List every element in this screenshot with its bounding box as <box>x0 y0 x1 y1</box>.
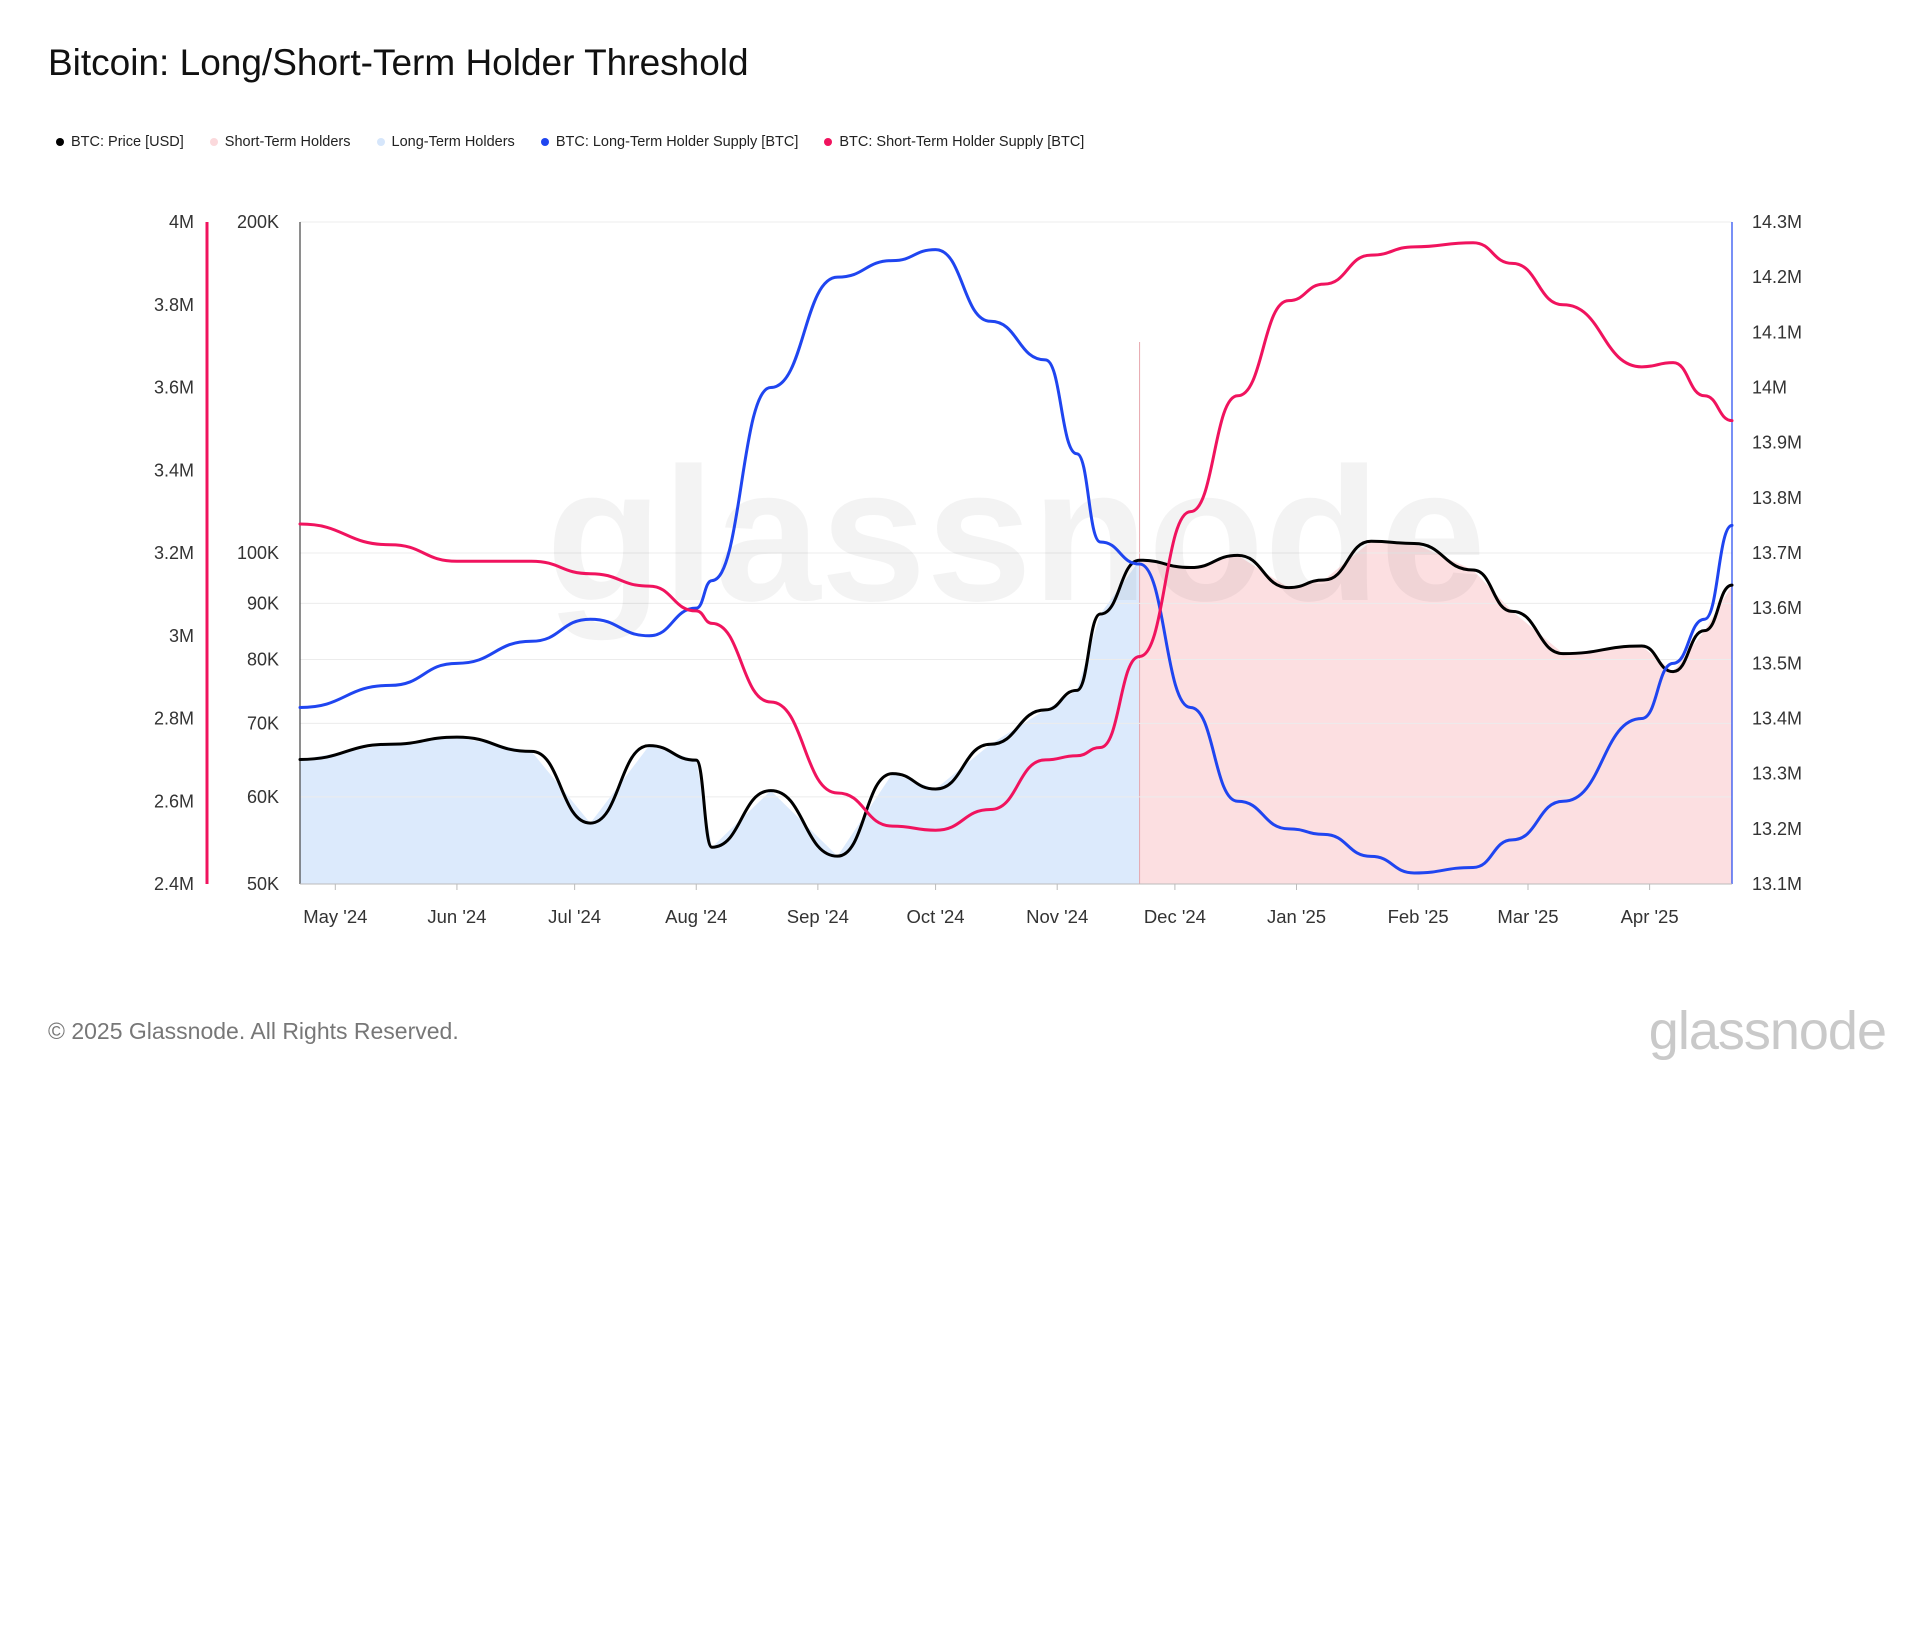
legend-item-sth-supply[interactable]: BTC: Short-Term Holder Supply [BTC] <box>824 134 1084 150</box>
x-tick-label: Jun '24 <box>427 906 486 927</box>
left-supply-tick-label: 3.8M <box>154 295 194 315</box>
right-supply-tick-label: 13.9M <box>1752 433 1802 453</box>
right-supply-tick-label: 13.5M <box>1752 653 1802 673</box>
left-supply-tick-label: 3.4M <box>154 460 194 480</box>
legend-dot-price <box>56 138 64 146</box>
legend-label-price: BTC: Price [USD] <box>71 134 184 150</box>
left-supply-tick-label: 4M <box>169 212 194 232</box>
x-tick-label: Jul '24 <box>548 906 601 927</box>
area-fill-short-term-holders <box>1139 541 1732 884</box>
right-supply-tick-label: 13.3M <box>1752 764 1802 784</box>
right-supply-tick-label: 14M <box>1752 378 1787 398</box>
price-tick-label: 100K <box>237 543 279 563</box>
left-supply-tick-label: 2.4M <box>154 874 194 894</box>
price-tick-label: 60K <box>247 787 279 807</box>
right-supply-tick-label: 14.3M <box>1752 212 1802 232</box>
x-tick-label: Jan '25 <box>1267 906 1326 927</box>
right-supply-tick-label: 13.4M <box>1752 709 1802 729</box>
series-line-sth-supply <box>298 241 1734 832</box>
x-tick-label: Nov '24 <box>1026 906 1088 927</box>
series-line-lth-supply <box>298 248 1734 875</box>
price-tick-label: 70K <box>247 713 279 733</box>
x-tick-label: Sep '24 <box>787 906 849 927</box>
right-supply-tick-label: 13.1M <box>1752 874 1802 894</box>
watermark-text: glassnode <box>546 429 1486 641</box>
series-line-price <box>298 539 1734 858</box>
right-supply-tick-label: 13.8M <box>1752 488 1802 508</box>
x-tick-label: May '24 <box>303 906 367 927</box>
right-supply-tick-label: 13.2M <box>1752 819 1802 839</box>
left-supply-tick-label: 3M <box>169 626 194 646</box>
tick-label-group: 4M 3.8M 3.6M 3.4M 3.2M 3M 2.8M 2.6M 2.4M 200K 100K… <box>154 212 1802 927</box>
right-supply-tick-label: 14.1M <box>1752 322 1802 342</box>
price-tick-label: 200K <box>237 212 279 232</box>
x-tick-label: Aug '24 <box>665 906 727 927</box>
copyright-footer: © 2025 Glassnode. All Rights Reserved. <box>48 1018 459 1044</box>
legend-dot-sth-supply <box>824 138 833 146</box>
legend-dot-lth <box>376 138 385 146</box>
area-fill-long-term-holders <box>300 560 1140 884</box>
x-tick-label: Mar '25 <box>1497 906 1558 927</box>
price-tick-label: 50K <box>247 874 279 894</box>
right-supply-tick-label: 13.7M <box>1752 543 1802 563</box>
price-tick-label: 80K <box>247 650 279 670</box>
legend-item-lth[interactable]: Long-Term Holders <box>376 134 515 150</box>
legend-label-sth-supply: BTC: Short-Term Holder Supply [BTC] <box>839 134 1085 150</box>
legend-label-sth: Short-Term Holders <box>224 134 351 150</box>
watermark-group: glassnode <box>546 429 1486 641</box>
left-supply-tick-label: 2.8M <box>154 709 194 729</box>
x-tick-label: Feb '25 <box>1388 906 1449 927</box>
legend-label-lth-supply: BTC: Long-Term Holder Supply [BTC] <box>555 134 799 150</box>
left-supply-tick-label: 3.6M <box>154 378 194 398</box>
axis-group <box>205 222 1733 890</box>
legend-label-lth: Long-Term Holders <box>391 134 515 150</box>
x-tick-label: Apr '25 <box>1621 906 1679 927</box>
legend-item-lth-supply[interactable]: BTC: Long-Term Holder Supply [BTC] <box>540 134 799 150</box>
legend-item-price[interactable]: BTC: Price [USD] <box>56 134 184 150</box>
glassnode-logo: glassnode <box>1648 1001 1887 1061</box>
series-line-group <box>298 241 1734 875</box>
chart-title: Bitcoin: Long/Short-Term Holder Threshol… <box>48 42 749 83</box>
left-supply-tick-label: 2.6M <box>154 791 194 811</box>
legend-dot-lth-supply <box>540 138 549 146</box>
legend-dot-sth <box>209 138 218 146</box>
right-supply-tick-label: 13.6M <box>1752 598 1802 618</box>
price-tick-label: 90K <box>247 593 279 613</box>
x-tick-label: Oct '24 <box>907 906 965 927</box>
left-supply-tick-label: 3.2M <box>154 543 194 563</box>
x-tick-label: Dec '24 <box>1144 906 1206 927</box>
legend-item-sth[interactable]: Short-Term Holders <box>209 134 351 150</box>
right-supply-tick-label: 14.2M <box>1752 267 1802 287</box>
area-fill-group <box>300 342 1732 884</box>
chart-canvas: glassnode 4M 3.8M 3.6M 3.4M 3.2M 3M 2.8M 2.6M 2.… <box>154 212 1802 927</box>
legend: BTC: Price [USD] Short-Term Holders Long… <box>56 134 1084 150</box>
